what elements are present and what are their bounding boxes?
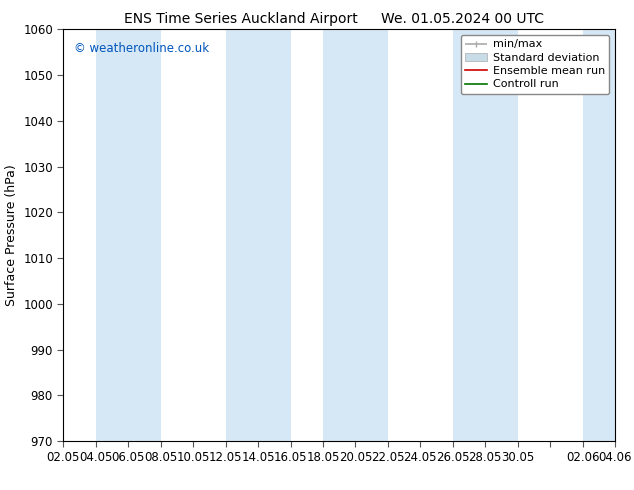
Legend: min/max, Standard deviation, Ensemble mean run, Controll run: min/max, Standard deviation, Ensemble me… xyxy=(460,35,609,94)
Text: © weatheronline.co.uk: © weatheronline.co.uk xyxy=(74,42,210,55)
Bar xyxy=(453,29,517,441)
Bar xyxy=(583,29,634,441)
Bar xyxy=(96,29,161,441)
Y-axis label: Surface Pressure (hPa): Surface Pressure (hPa) xyxy=(4,164,18,306)
Bar xyxy=(323,29,388,441)
Text: ENS Time Series Auckland Airport: ENS Time Series Auckland Airport xyxy=(124,12,358,26)
Bar xyxy=(226,29,290,441)
Text: We. 01.05.2024 00 UTC: We. 01.05.2024 00 UTC xyxy=(381,12,545,26)
